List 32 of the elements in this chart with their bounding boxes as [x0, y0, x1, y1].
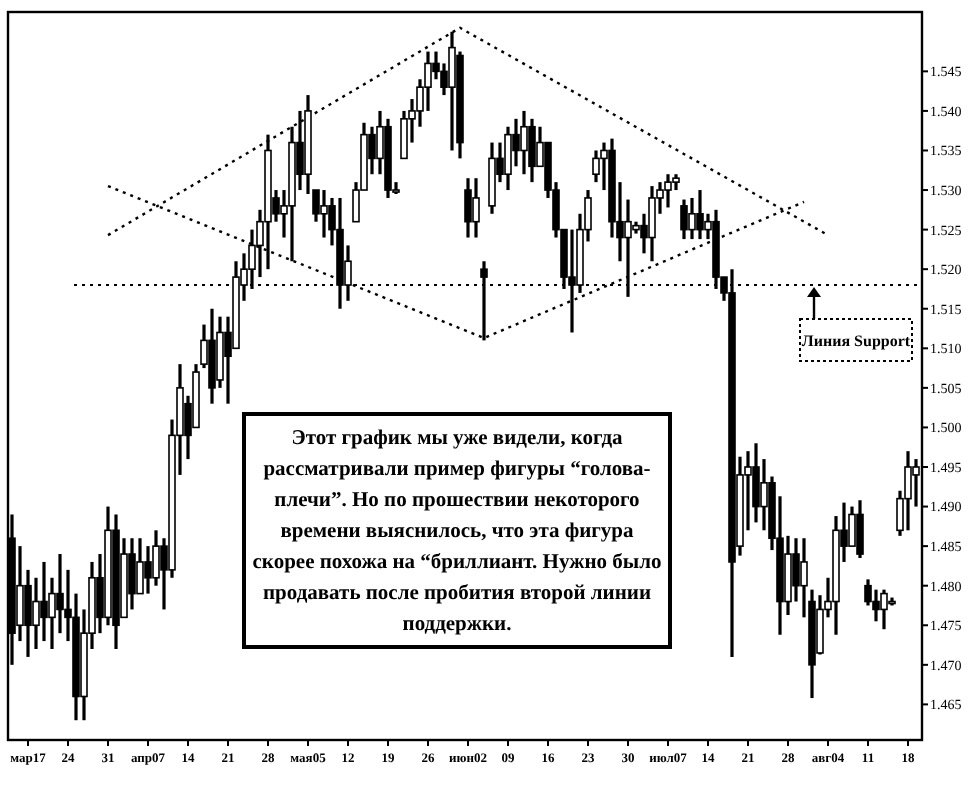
legend-label: Линия Support: [801, 331, 911, 350]
candlestick: [760, 457, 768, 532]
candlestick: [512, 117, 520, 168]
candlestick: [592, 148, 600, 184]
candlestick: [40, 560, 48, 643]
candlestick: [504, 125, 512, 192]
candlestick: [208, 307, 216, 406]
candlestick: [696, 188, 704, 241]
candlestick: [320, 188, 328, 240]
candlestick: [904, 449, 912, 532]
candlestick: [568, 228, 576, 335]
candlestick: [464, 176, 472, 240]
candlestick: [472, 176, 480, 240]
candlestick: [648, 184, 656, 263]
candlestick: [528, 117, 536, 184]
candlestick: [664, 172, 672, 210]
candlestick: [520, 109, 528, 176]
annotation: Этот график мы уже видели, когда рассматривали пример фигуры “голова- плечи”. Но по прошествии некоторого времени выяснилось, что эта фигура скорее похожа на “бриллиант. Нужно было продавать после пробития второй линии поддержки.: [252, 428, 662, 636]
candlestick: [24, 568, 32, 659]
candlestick: [624, 197, 632, 299]
candlestick: [680, 197, 688, 241]
candlestick: [688, 196, 696, 241]
candlestick: [56, 552, 64, 635]
candlestick: [488, 140, 496, 216]
candlestick: [128, 536, 136, 612]
candlestick: [16, 544, 24, 643]
candlestick: [784, 534, 792, 617]
candlestick: [856, 498, 864, 560]
candlestick: [136, 536, 144, 596]
candlestick: [144, 544, 152, 596]
candlestick: [880, 588, 888, 631]
candlestick: [752, 441, 760, 524]
